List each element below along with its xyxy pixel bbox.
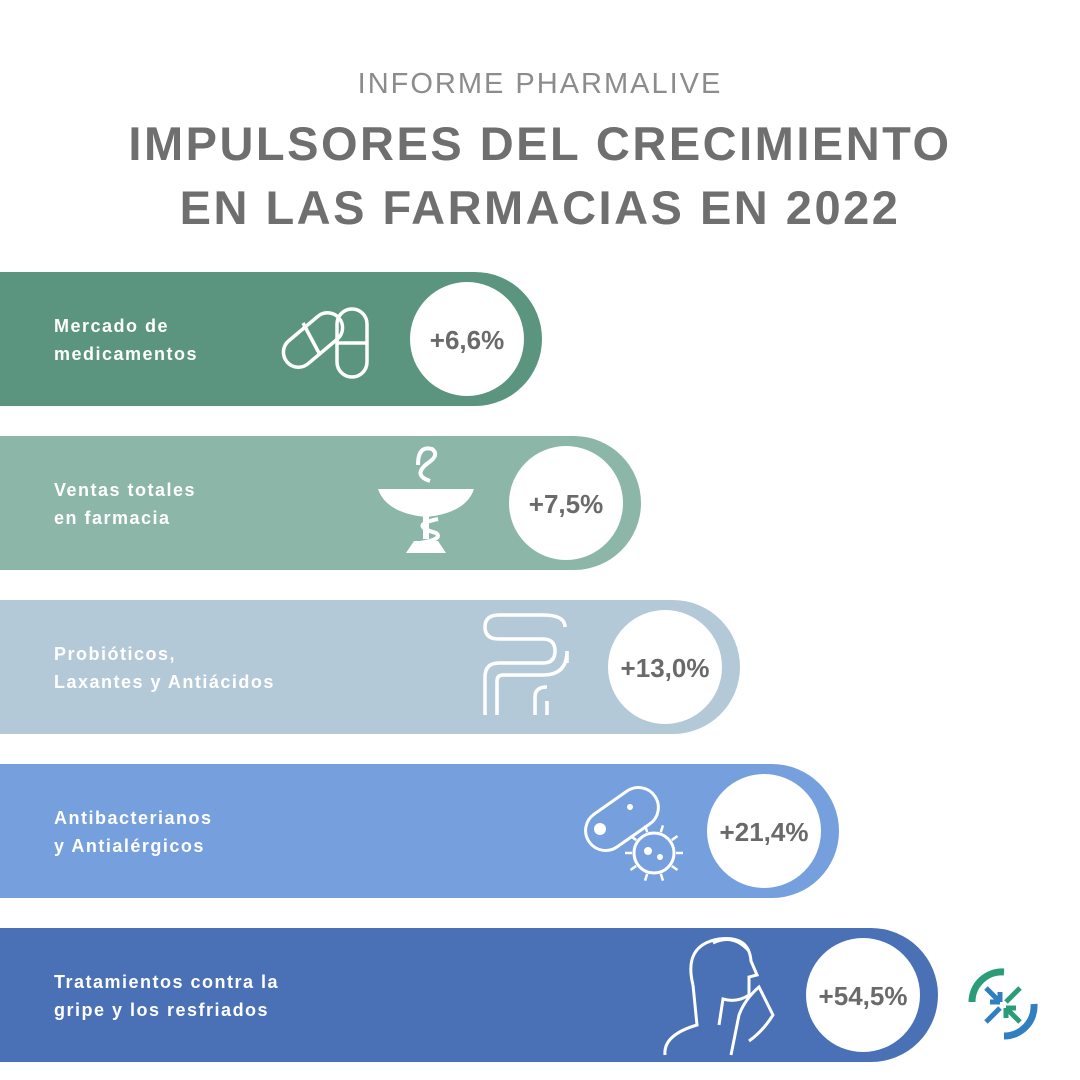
neck-outline [663, 984, 699, 1056]
bar [0, 928, 938, 1062]
intestine-outer [483, 613, 567, 715]
intestine-icon [483, 613, 569, 715]
data-label: +7,5% [529, 489, 603, 519]
bar-group: Probióticos, Laxantes y Antiácidos +13,0% [0, 600, 740, 734]
logo-arrow-sw [984, 1006, 1002, 1024]
bacterium-rod-dot-small [627, 804, 633, 810]
value-circle [806, 938, 920, 1052]
category-label: gripe y los resfriados [54, 1000, 269, 1020]
value-circle [608, 610, 722, 724]
bar [0, 600, 740, 734]
category-label: y Antialérgicos [54, 836, 205, 856]
bacterium-coccus-dot [644, 847, 652, 855]
category-label: medicamentos [54, 344, 198, 364]
bacteria-icon [584, 786, 683, 881]
bacterium-rod [584, 786, 660, 852]
category-label: Antibacterianos [54, 808, 213, 828]
value-circle [509, 446, 623, 560]
category-label: Ventas totales [54, 480, 196, 500]
category-label: en farmacia [54, 508, 171, 528]
bacterium-spike [659, 825, 665, 833]
category-label: Laxantes y Antiácidos [54, 672, 275, 692]
title-line-2: EN LAS FARMACIAS EN 2022 [179, 181, 901, 234]
bacterium-coccus [632, 831, 676, 875]
bar-group: Tratamientos contra la gripe y los resfri… [0, 928, 938, 1062]
data-label: +54,5% [819, 981, 908, 1011]
pharmalive-logo-icon [968, 968, 1038, 1040]
intestine-end [533, 685, 549, 715]
intestine-inner [495, 650, 569, 715]
data-label: +6,6% [430, 325, 504, 355]
data-label: +21,4% [720, 817, 809, 847]
bacterium-spike [671, 834, 679, 842]
pill-1-divider [301, 322, 321, 354]
value-circle [410, 282, 524, 396]
bacterium-spike [643, 825, 649, 833]
bar [0, 272, 542, 406]
bar-group: Mercado de medicamentos +6,6% [0, 272, 542, 406]
serpent [416, 446, 440, 545]
bar-group: Antibacterianos y Antialérgicos +21,4% [0, 764, 839, 898]
bar [0, 764, 839, 898]
bacterium-spike [629, 864, 637, 872]
page-title: IMPULSORES DEL CRECIMIENTO EN LAS FARMAC… [0, 112, 1080, 240]
hand-tissue [729, 984, 775, 1056]
bacterium-spike [671, 864, 679, 872]
logo-arc-green [968, 968, 1005, 1003]
bar [0, 436, 641, 570]
logo-arrow-nw [984, 986, 1003, 1005]
title-line-1: IMPULSORES DEL CRECIMIENTO [128, 117, 952, 170]
pills-icon [281, 307, 369, 379]
supertitle: INFORME PHARMALIVE [357, 68, 723, 100]
category-label: Mercado de [54, 316, 169, 336]
category-label: Probióticos, [54, 644, 176, 664]
pharmacy-bowl-icon [378, 446, 474, 553]
bacterium-coccus-dot-2 [657, 854, 663, 860]
bacterium-rod-dot [594, 823, 606, 835]
bacterium-spike [643, 873, 649, 881]
bowl [378, 489, 474, 517]
category-label: Tratamientos contra la [54, 972, 279, 992]
bar-group: Ventas totales en farmacia +7,5% [0, 436, 641, 570]
sneeze-icon [663, 936, 775, 1056]
hair-line [712, 937, 751, 953]
bowl-base [406, 541, 446, 553]
value-circle [707, 774, 821, 888]
logo-arrow-se [1003, 1005, 1022, 1024]
logo-arc-blue [1003, 1003, 1038, 1040]
bacterium-spike [629, 834, 637, 842]
bowl-stem [423, 513, 429, 539]
bacterium-spike [659, 873, 665, 881]
data-label: +13,0% [621, 653, 710, 683]
logo-arrow-ne [1004, 986, 1022, 1004]
